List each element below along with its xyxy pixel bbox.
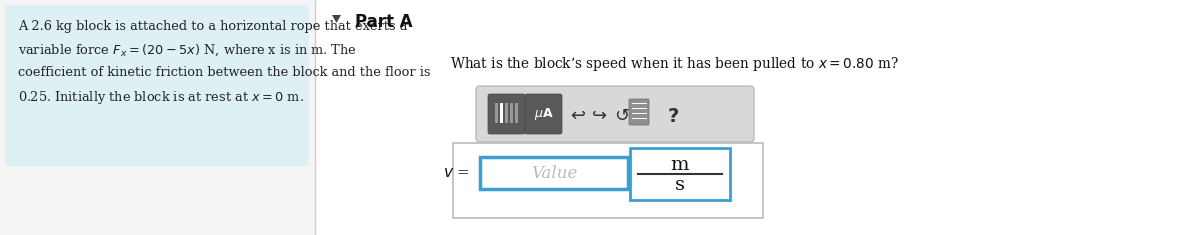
Text: variable force $F_x = (20 - 5x)$ N, where x is in m. The: variable force $F_x = (20 - 5x)$ N, wher… bbox=[18, 43, 356, 59]
Text: 0.25. Initially the block is at rest at $x = 0$ m.: 0.25. Initially the block is at rest at … bbox=[18, 89, 304, 106]
Text: m: m bbox=[671, 156, 689, 174]
Text: $v$ =: $v$ = bbox=[443, 166, 470, 180]
FancyBboxPatch shape bbox=[488, 94, 526, 134]
Text: ↩: ↩ bbox=[570, 107, 586, 125]
Text: $\mu$A: $\mu$A bbox=[534, 106, 553, 122]
FancyBboxPatch shape bbox=[5, 5, 310, 166]
FancyBboxPatch shape bbox=[630, 148, 730, 200]
Bar bbox=[510, 103, 514, 123]
Text: s: s bbox=[674, 176, 685, 194]
FancyBboxPatch shape bbox=[476, 86, 754, 142]
FancyBboxPatch shape bbox=[629, 99, 649, 125]
Text: Value: Value bbox=[530, 164, 577, 181]
Text: What is the block’s speed when it has been pulled to $x = 0.80$ m?: What is the block’s speed when it has be… bbox=[450, 55, 899, 73]
Bar bbox=[500, 103, 503, 123]
Bar bbox=[505, 103, 508, 123]
Bar bbox=[515, 103, 518, 123]
Text: ↪: ↪ bbox=[593, 107, 607, 125]
Bar bbox=[496, 103, 498, 123]
Bar bbox=[314, 0, 1200, 235]
FancyBboxPatch shape bbox=[526, 94, 562, 134]
Bar bbox=[500, 103, 503, 123]
FancyBboxPatch shape bbox=[480, 157, 628, 189]
Text: A 2.6 kg block is attached to a horizontal rope that exerts a: A 2.6 kg block is attached to a horizont… bbox=[18, 20, 407, 33]
Text: ↺: ↺ bbox=[614, 107, 630, 125]
Text: Part A: Part A bbox=[355, 13, 413, 31]
FancyBboxPatch shape bbox=[454, 143, 763, 218]
Text: coefficient of kinetic friction between the block and the floor is: coefficient of kinetic friction between … bbox=[18, 66, 431, 79]
Text: ?: ? bbox=[667, 106, 679, 125]
Polygon shape bbox=[332, 15, 341, 23]
